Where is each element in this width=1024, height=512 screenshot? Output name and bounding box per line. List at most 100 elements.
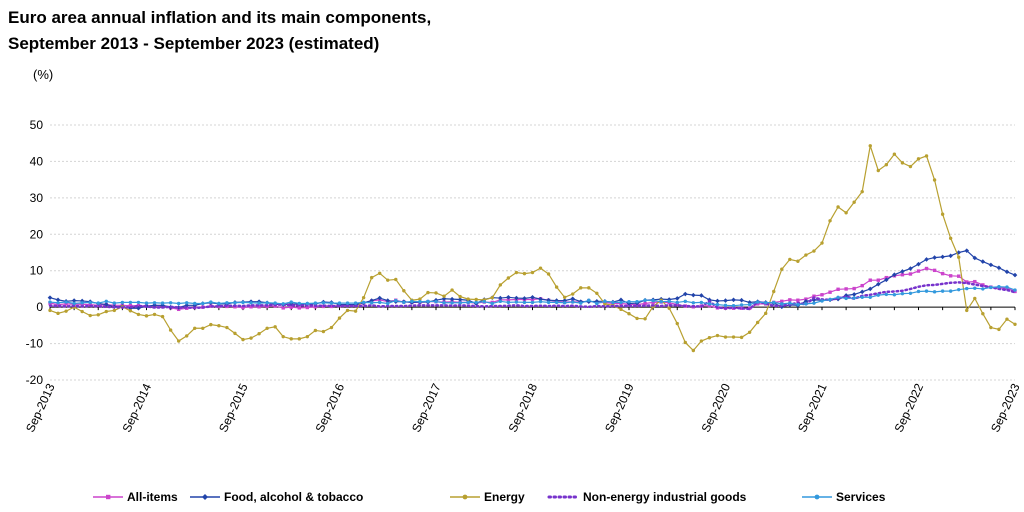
data-point [908, 266, 913, 271]
data-point [377, 295, 383, 301]
data-point [739, 297, 744, 303]
data-point [345, 308, 350, 313]
series-lines [47, 144, 1018, 353]
data-point [755, 320, 760, 325]
data-point [1012, 272, 1018, 278]
data-point [281, 302, 285, 306]
data-point [804, 302, 808, 306]
data-point [201, 301, 205, 306]
data-point [707, 336, 712, 340]
data-point [772, 300, 776, 305]
data-point [217, 324, 221, 328]
data-point [297, 301, 301, 306]
data-point [522, 300, 527, 305]
data-point [530, 300, 535, 305]
data-point [128, 300, 133, 305]
data-point [394, 298, 398, 303]
data-point [932, 255, 937, 260]
data-point [128, 305, 133, 311]
data-point [595, 301, 599, 306]
data-point [948, 274, 953, 278]
data-point [587, 298, 591, 302]
data-point [868, 278, 872, 282]
data-point [297, 306, 301, 310]
data-point [940, 254, 945, 260]
data-point [804, 253, 808, 257]
data-point [747, 302, 752, 307]
data-point [820, 299, 824, 303]
data-point [56, 302, 60, 307]
data-point [996, 265, 1002, 271]
legend-item: Energy [450, 490, 525, 504]
data-point [48, 308, 52, 313]
data-point [56, 301, 60, 305]
data-point [900, 291, 905, 296]
data-point [579, 286, 583, 290]
data-point [249, 336, 253, 340]
chart-title-line-1: Euro area annual inflation and its main … [8, 8, 431, 27]
data-point [916, 289, 921, 294]
data-point [1005, 317, 1009, 321]
data-point [988, 262, 994, 268]
data-point [522, 296, 527, 301]
data-point [932, 268, 937, 273]
y-tick-label: 10 [30, 264, 44, 278]
data-point [136, 312, 141, 317]
data-point [136, 303, 141, 308]
data-point [546, 272, 551, 276]
data-point [273, 325, 277, 329]
legend-label: Non-energy industrial goods [583, 490, 747, 504]
data-point [981, 287, 985, 291]
data-point [281, 306, 285, 310]
data-point [160, 301, 165, 305]
data-point [699, 293, 704, 298]
data-point [699, 300, 704, 305]
data-point [940, 212, 945, 216]
data-point [128, 303, 133, 308]
legend-item: Non-energy industrial goods [547, 490, 747, 504]
data-point [852, 200, 856, 204]
data-point [434, 299, 438, 304]
data-point [64, 302, 68, 306]
data-point [940, 289, 945, 293]
data-point [764, 301, 768, 305]
data-point [305, 301, 310, 306]
data-point [385, 298, 391, 303]
x-tick-label: Sep-2014 [120, 381, 155, 434]
data-point [64, 300, 68, 304]
data-point [289, 337, 293, 341]
data-point [80, 309, 84, 314]
data-point [402, 289, 406, 293]
data-point [989, 285, 993, 290]
data-point [723, 298, 728, 303]
data-point [707, 303, 712, 308]
data-point [884, 163, 889, 167]
data-point [56, 311, 60, 316]
legend-item: Services [802, 490, 886, 504]
data-point [257, 301, 261, 305]
data-point [715, 298, 720, 304]
data-point [305, 305, 310, 310]
data-point [780, 267, 784, 271]
data-point [908, 291, 913, 295]
data-point [498, 295, 503, 301]
data-point [522, 271, 527, 276]
legend-item: All-items [93, 490, 178, 504]
data-point [305, 334, 310, 339]
data-point [924, 154, 929, 158]
data-point [265, 301, 269, 305]
data-point [981, 312, 985, 316]
data-point [88, 302, 92, 307]
data-point [297, 337, 301, 341]
legend: All-items Food, alcohol & tobacco Energy No… [93, 490, 886, 504]
data-point [747, 330, 752, 334]
legend-label: Food, alcohol & tobacco [224, 490, 363, 504]
data-point [852, 296, 856, 300]
data-point [457, 297, 463, 302]
data-point [788, 298, 792, 302]
data-point [796, 302, 800, 307]
data-point [530, 270, 535, 275]
data-point [449, 296, 455, 302]
y-tick-label: 30 [30, 191, 44, 205]
data-point [836, 287, 840, 291]
